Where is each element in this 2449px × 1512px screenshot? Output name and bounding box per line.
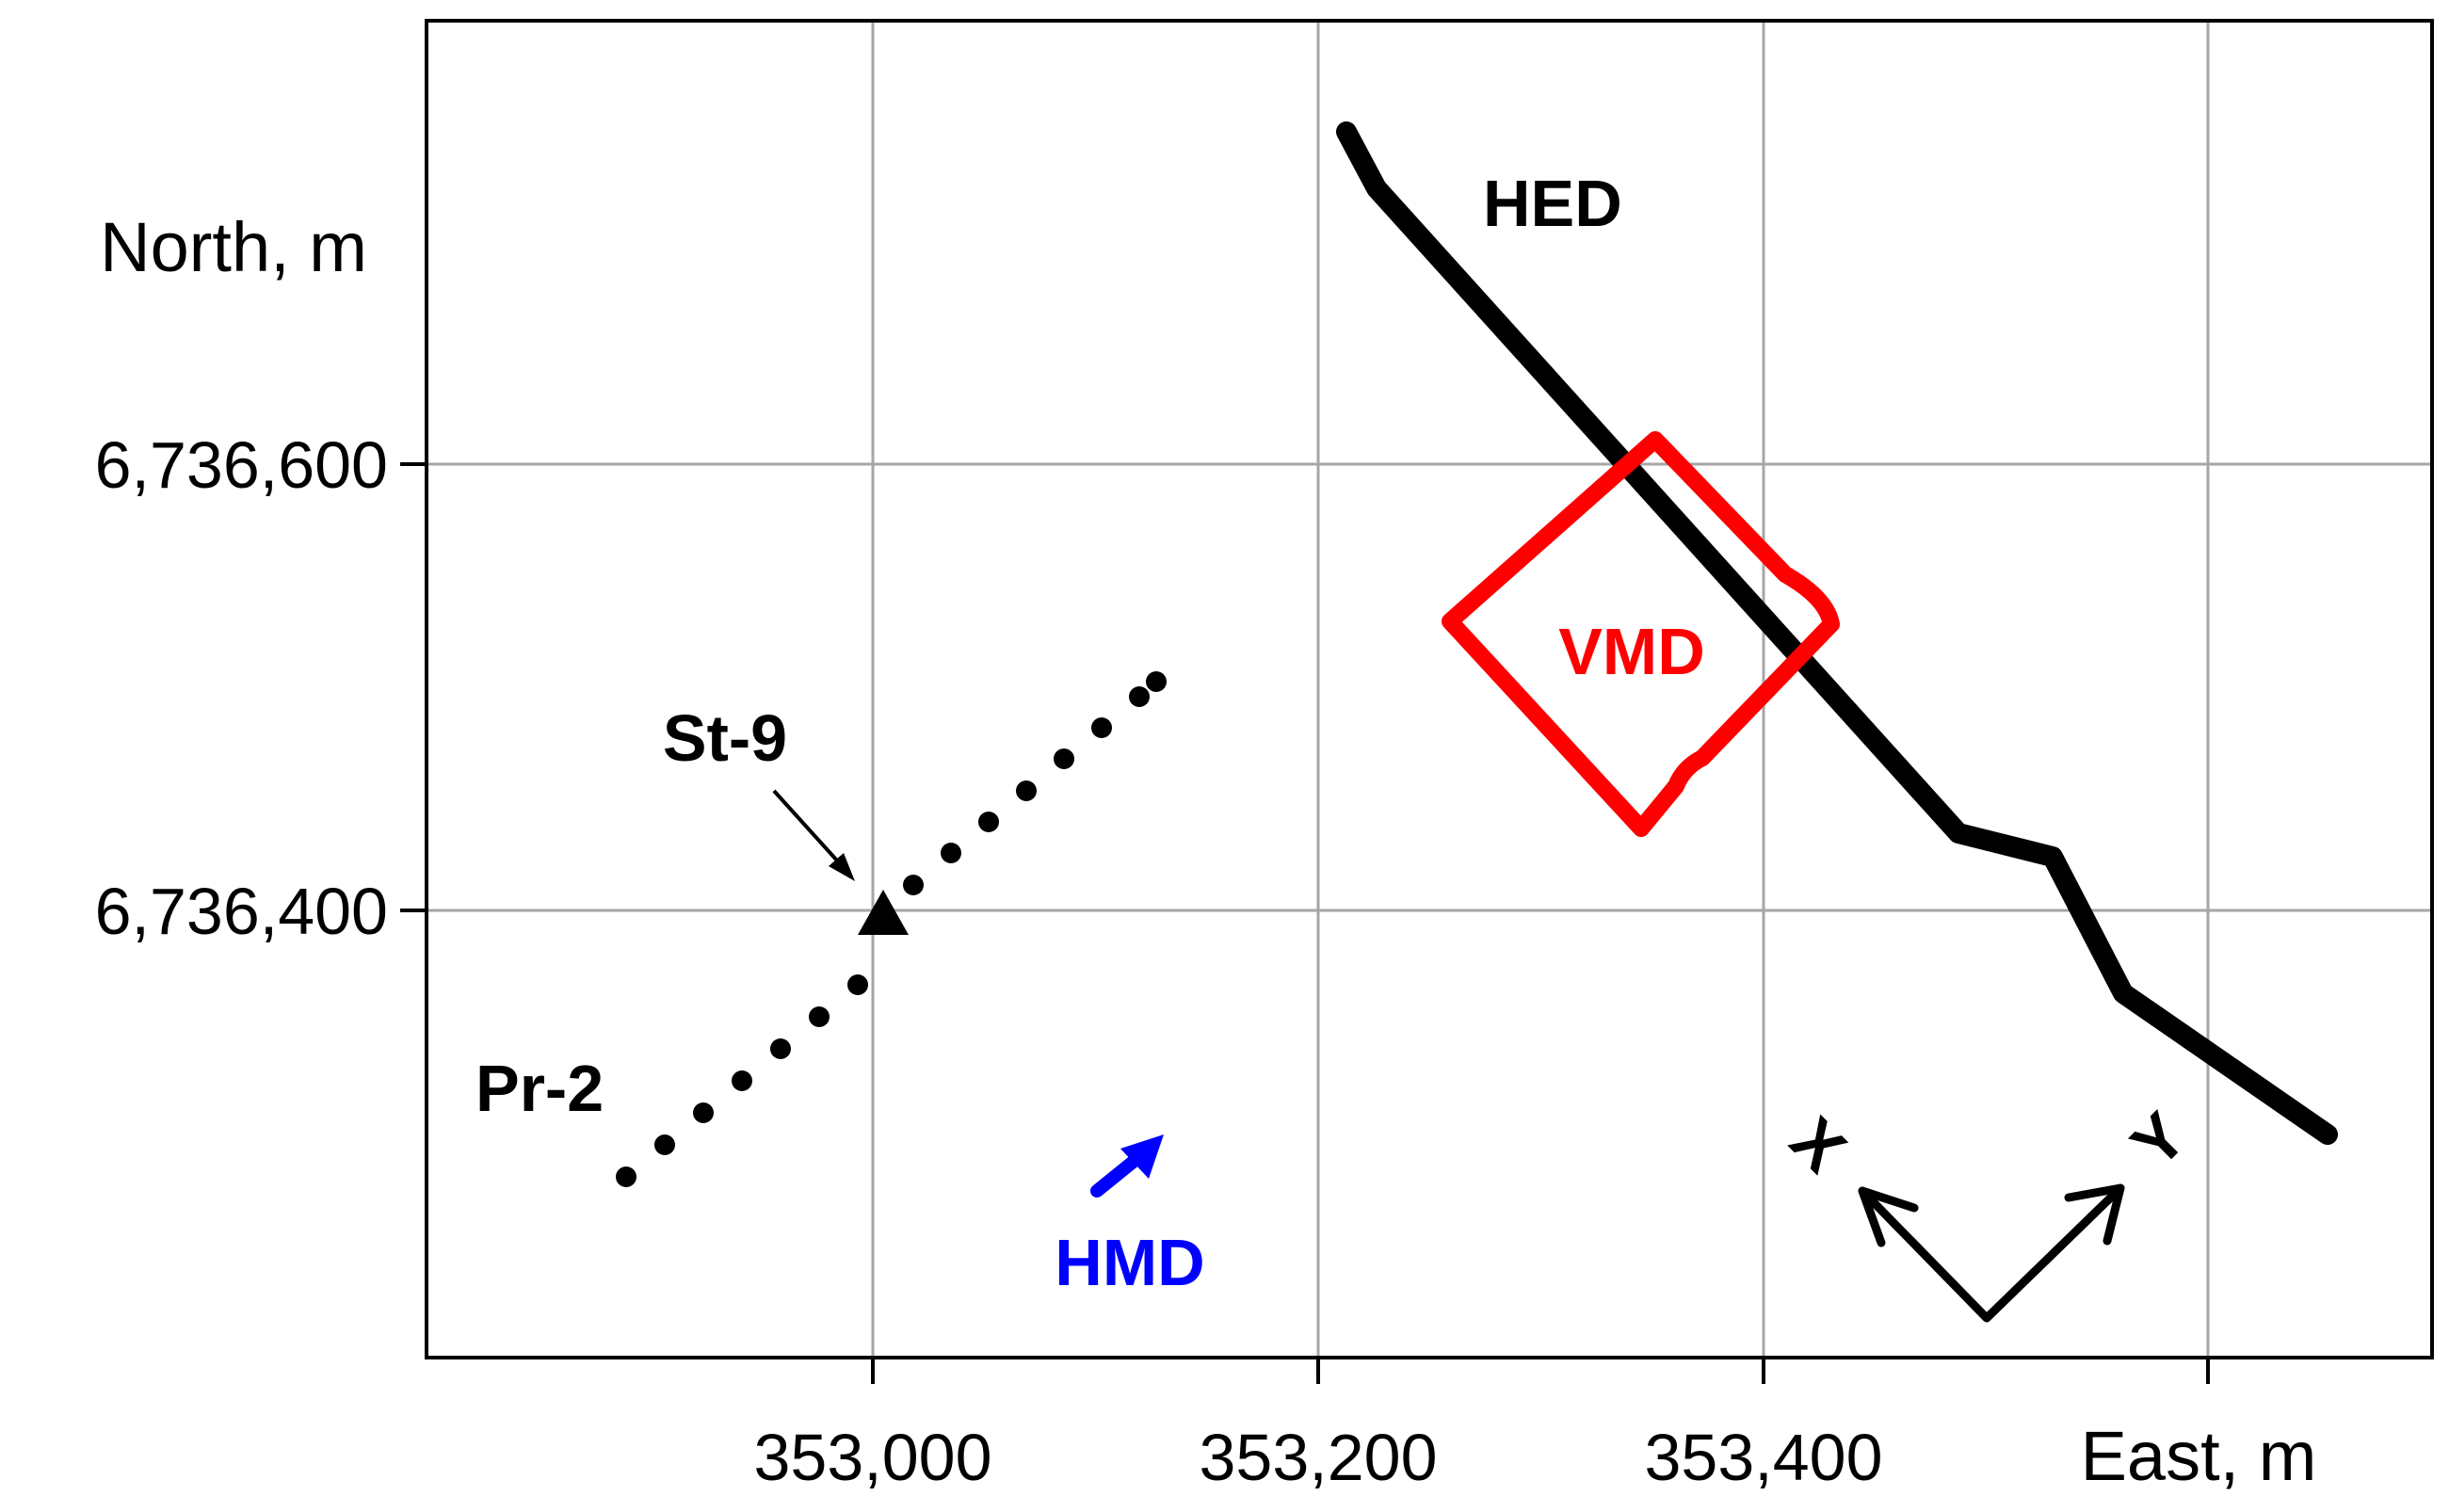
x-tick-label-353000: 353,000 xyxy=(753,1421,991,1494)
profile-pr2-dots xyxy=(616,671,1167,1187)
x-tick-label-353400: 353,400 xyxy=(1644,1421,1882,1494)
plot-frame xyxy=(425,19,2434,1359)
profile-dot xyxy=(654,1134,675,1155)
station-label: St-9 xyxy=(663,701,787,775)
profile-dot xyxy=(616,1166,636,1187)
x-tick-label-353200: 353,200 xyxy=(1199,1421,1437,1494)
hmd-label: HMD xyxy=(1055,1226,1204,1299)
y-axis-label: Y xyxy=(2118,1099,2200,1182)
y-tick-label-6736600: 6,736,600 xyxy=(95,428,388,502)
profile-dot xyxy=(1146,671,1167,692)
hmd-arrow-icon xyxy=(1090,1134,1164,1198)
xy-axes-icon xyxy=(1858,1183,2125,1323)
profile-dot xyxy=(903,875,924,895)
station-pointer-arrow-icon xyxy=(772,789,855,881)
profile-dot xyxy=(732,1070,752,1091)
x-axis-label: X xyxy=(1777,1103,1860,1186)
profile-label: Pr-2 xyxy=(475,1052,604,1125)
profile-dot xyxy=(847,974,868,995)
profile-dot xyxy=(1091,717,1112,738)
hed-label: HED xyxy=(1483,167,1622,240)
y-axis-title: North, m xyxy=(100,208,367,286)
profile-dot xyxy=(1054,748,1074,769)
profile-dot xyxy=(693,1102,714,1123)
x-axis-title: East, m xyxy=(2081,1417,2317,1495)
tick-marks xyxy=(400,462,2210,1384)
vmd-label: VMD xyxy=(1558,615,1705,688)
y-tick-label-6736400: 6,736,400 xyxy=(95,875,388,948)
profile-dot xyxy=(770,1038,791,1059)
profile-dot xyxy=(1129,686,1150,707)
profile-dot xyxy=(809,1006,830,1027)
profile-dot xyxy=(978,812,999,832)
profile-dot xyxy=(1016,780,1037,801)
grid xyxy=(427,21,2432,1358)
vmd-loop xyxy=(1442,431,1840,837)
station-triangle-icon xyxy=(858,890,909,935)
hed-line xyxy=(1336,121,2338,1145)
profile-dot xyxy=(941,843,961,863)
